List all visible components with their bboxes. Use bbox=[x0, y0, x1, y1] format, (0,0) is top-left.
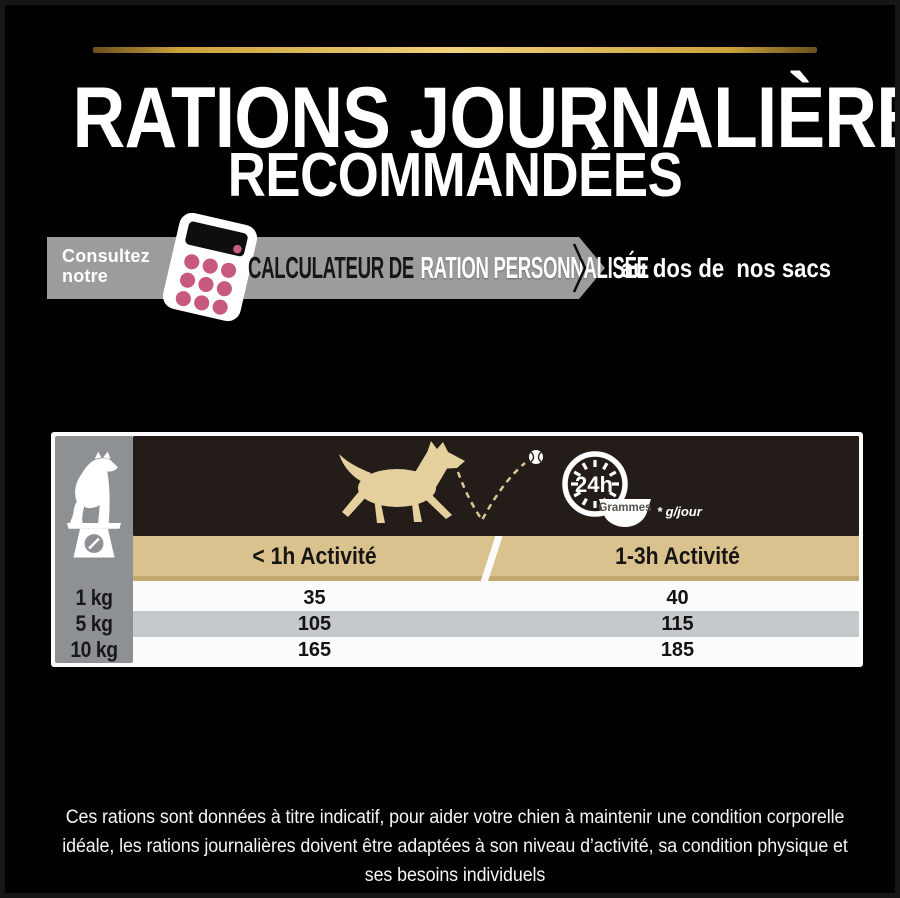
dog-on-scale-icon bbox=[66, 451, 122, 558]
calculator-icon bbox=[162, 212, 258, 322]
activity-header-row: < 1h Activité 1-3h Activité bbox=[133, 536, 859, 581]
banner-suffix: au dos de nos sacs bbox=[621, 252, 832, 283]
banner-prefix: Consultez notre bbox=[62, 246, 150, 286]
banner-prefix-line1: Consultez bbox=[62, 246, 150, 266]
weight-label-5kg: 5 kg bbox=[75, 611, 113, 636]
disclaimer-line-2: idéale, les rations journalières doivent… bbox=[62, 836, 848, 857]
bounce-path bbox=[456, 462, 526, 523]
chevron-right-icon bbox=[572, 243, 587, 293]
value-1kg-low: 35 bbox=[303, 586, 326, 609]
column-header-low-activity: < 1h Activité bbox=[252, 542, 377, 570]
tennis-ball-icon bbox=[529, 450, 543, 464]
weight-label-1kg: 1 kg bbox=[75, 585, 113, 610]
banner-prefix-line2: notre bbox=[62, 266, 108, 286]
unit-label: * g/jour bbox=[657, 504, 703, 519]
bowl-label: Grammes bbox=[598, 502, 651, 514]
disclaimer-line-3: ses besoins individuels bbox=[364, 865, 546, 886]
value-5kg-low: 105 bbox=[297, 612, 332, 635]
running-dog-icon bbox=[339, 441, 465, 523]
column-header-high-activity: 1-3h Activité bbox=[615, 542, 740, 570]
table-content: 24h Grammes * g/jour < 1h Activité 1-3h … bbox=[133, 436, 859, 663]
value-10kg-low: 165 bbox=[297, 638, 332, 661]
value-10kg-high: 185 bbox=[660, 638, 695, 661]
weight-label-10kg: 10 kg bbox=[70, 637, 118, 662]
diagonal-divider bbox=[479, 536, 504, 581]
ration-table: 1 kg 5 kg 10 kg bbox=[51, 432, 863, 667]
clock-label: 24h bbox=[575, 472, 613, 497]
table-row-10kg: 165 185 bbox=[133, 637, 859, 663]
header-band-graphics: 24h Grammes * g/jour bbox=[339, 441, 703, 527]
disclaimer-line-1: Ces rations sont données à titre indicat… bbox=[65, 807, 845, 828]
table-row-5kg: 105 115 bbox=[133, 611, 859, 637]
page-subtitle: RECOMMANDÉES bbox=[227, 141, 683, 210]
value-5kg-high: 115 bbox=[661, 612, 694, 635]
banner-title: CALCULATEUR DE RATION PERSONNALISÉE bbox=[248, 237, 649, 299]
calculator-banner bbox=[47, 237, 605, 299]
gold-divider bbox=[93, 47, 817, 53]
page-title: RATIONS JOURNALIÈRES bbox=[72, 70, 900, 166]
disclaimer: Ces rations sont données à titre indicat… bbox=[5, 803, 895, 890]
value-1kg-high: 40 bbox=[666, 586, 689, 609]
banner-title-white: RATION PERSONNALISÉE bbox=[420, 250, 650, 285]
table-header-band: 24h Grammes * g/jour bbox=[133, 436, 859, 536]
table-rows: 35 40 105 115 165 185 bbox=[133, 585, 859, 663]
banner-title-black: CALCULATEUR DE bbox=[248, 250, 414, 285]
weight-column: 1 kg 5 kg 10 kg bbox=[55, 436, 133, 663]
food-bowl-icon bbox=[599, 499, 651, 527]
table-row-1kg: 35 40 bbox=[133, 585, 859, 611]
